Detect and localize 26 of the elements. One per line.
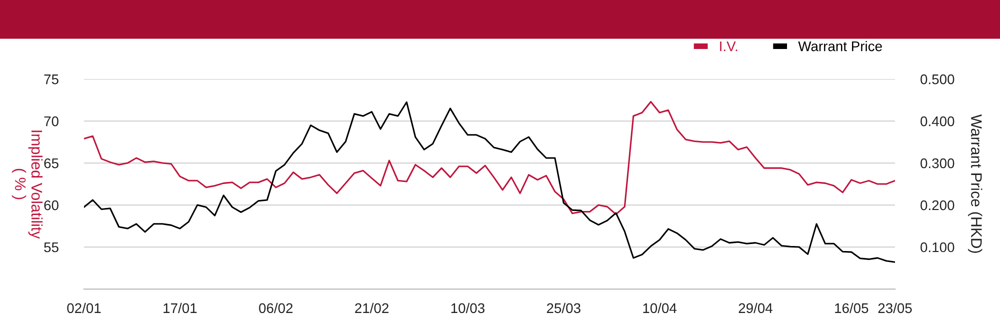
line-series: [84, 100, 895, 216]
y-tick-label: 60: [44, 200, 58, 210]
x-tick-label: 10/04: [643, 302, 677, 314]
x-tick-label: 06/02: [259, 302, 293, 314]
x-tick-label: 17/01: [164, 302, 197, 314]
y2-tick-label: 0.100: [920, 242, 954, 252]
x-tick-label: 25/03: [546, 302, 580, 314]
x-tick-label: 21/02: [355, 302, 388, 314]
x-tick-label: 10/03: [451, 302, 484, 314]
y-tick-label: 75: [44, 74, 58, 84]
x-tick-label: 16/05: [835, 302, 868, 314]
y-tick-label: 55: [44, 242, 58, 252]
y2-tick-label: 0.200: [920, 200, 954, 210]
y-axis-title: Implied Volatility ( % ): [12, 130, 43, 239]
line-series: [84, 101, 895, 263]
y2-axis-title: Warrant Price (HKD): [968, 114, 982, 253]
x-tick-label: 23/05: [878, 302, 912, 314]
legend-label: Warrant Price: [798, 41, 882, 52]
x-tick-label: 02/01: [67, 302, 101, 314]
y2-tick-label: 0.300: [920, 158, 954, 168]
y-tick-label: 70: [44, 116, 58, 126]
y2-tick-label: 0.500: [920, 74, 954, 84]
legend-label: I.V.: [720, 42, 738, 52]
x-tick-label: 29/04: [738, 302, 772, 314]
y-tick-label: 65: [44, 158, 58, 168]
y2-tick-label: 0.400: [920, 116, 954, 126]
